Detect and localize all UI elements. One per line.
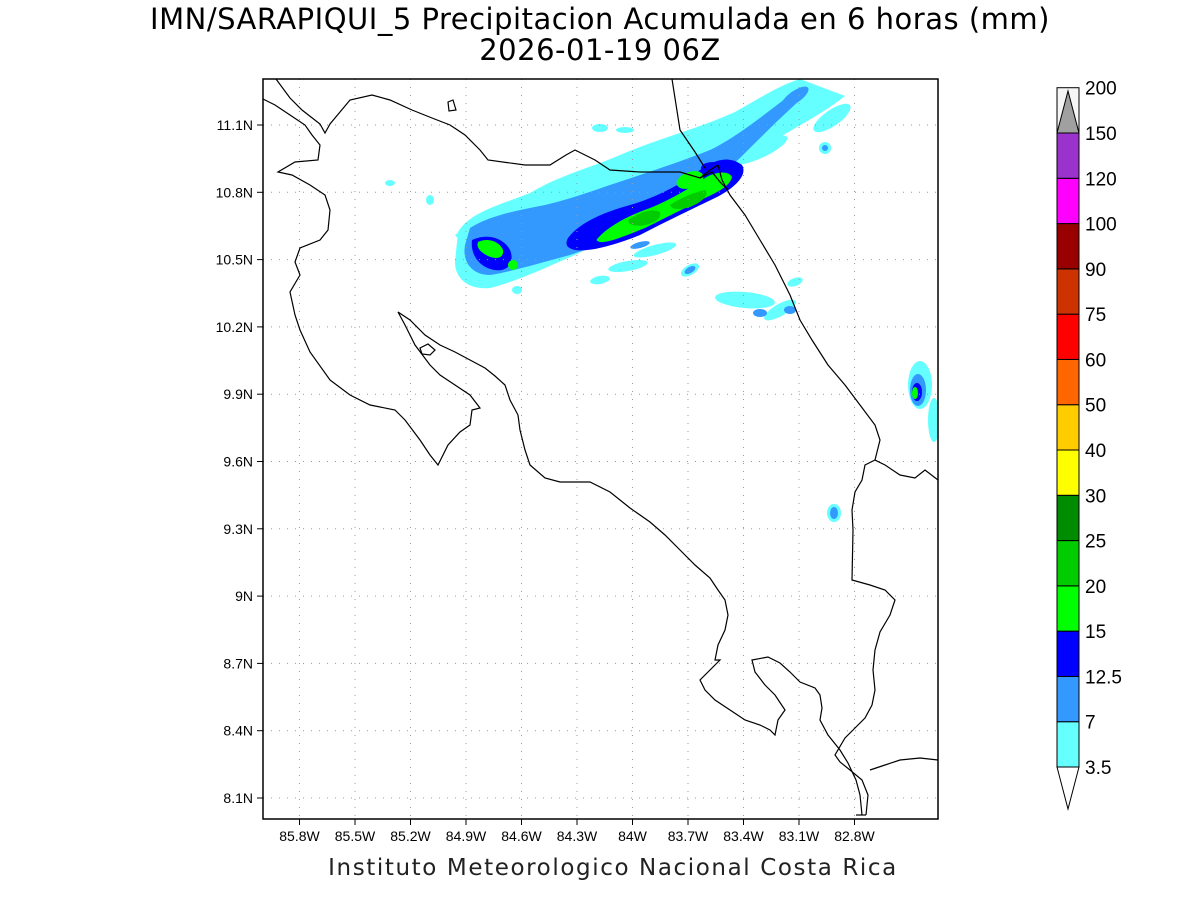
precipitation-field	[385, 79, 938, 522]
colorbar-label: 60	[1085, 350, 1106, 371]
map-frame	[262, 78, 939, 820]
colorbar-label: 100	[1085, 215, 1117, 236]
lat-tick-label: 9.6N	[223, 454, 253, 470]
colorbar-label: 200	[1085, 79, 1117, 100]
precip-level-3-5	[385, 79, 938, 522]
colorbar-label: 75	[1085, 305, 1106, 326]
colorbar-label: 7	[1085, 713, 1096, 734]
colorbar-label: 50	[1085, 396, 1106, 417]
colorbar-label: 30	[1085, 486, 1106, 507]
colorbar-label: 15	[1085, 622, 1106, 643]
longitude-axis: 85.8W 85.5W 85.2W 84.9W 84.6W 84.3W 84W 83.7W 83…	[279, 819, 876, 844]
lon-tick-label: 85.5W	[335, 828, 376, 844]
colorbar-label: 3.5	[1085, 758, 1111, 779]
colorbar-swatch	[1056, 675, 1080, 723]
colorbar-swatch	[1056, 132, 1080, 179]
colorbar-label: 12.5	[1085, 667, 1122, 688]
lon-tick-label: 84W	[618, 828, 648, 844]
colorbar-swatch	[1056, 223, 1080, 270]
lat-tick-label: 8.1N	[223, 790, 253, 806]
colorbar-label: 150	[1085, 124, 1117, 145]
colorbar-swatch	[1056, 540, 1080, 587]
map-title: IMN/SARAPIQUI_5 Precipitacion Acumulada …	[150, 2, 1050, 36]
lat-tick-label: 9.9N	[223, 386, 253, 402]
colorbar-swatch	[1056, 358, 1080, 406]
colorbar-swatch	[1056, 449, 1080, 496]
lat-tick-label: 8.7N	[223, 655, 253, 671]
map-grid	[263, 79, 938, 819]
lon-tick-label: 84.3W	[557, 828, 598, 844]
colorbar-label: 90	[1085, 260, 1106, 281]
colorbar-swatch	[1056, 404, 1080, 451]
lon-tick-label: 84.9W	[446, 828, 487, 844]
colorbar-lower-triangle	[1056, 766, 1080, 811]
lat-tick-label: 8.4N	[223, 723, 253, 739]
lon-tick-label: 83.7W	[668, 828, 709, 844]
lon-tick-label: 84.6W	[501, 828, 542, 844]
latitude-axis: 8.1N 8.4N 8.7N 9N 9.3N 9.6N 9.9N 10.2N 10.5N 10.8…	[216, 117, 263, 806]
precip-level-7	[464, 86, 926, 519]
lat-tick-label: 9.3N	[223, 521, 253, 537]
lon-tick-label: 85.8W	[279, 828, 320, 844]
colorbar-legend: 3.5 7 12.5 15 20 25 30 40 50 60 75 90 100 120 150 200	[1056, 79, 1122, 811]
coastline	[263, 79, 938, 816]
colorbar-swatch	[1056, 268, 1080, 315]
colorbar-swatch	[1056, 313, 1080, 360]
colorbar-swatch	[1056, 494, 1080, 542]
lon-tick-label: 83.1W	[779, 828, 820, 844]
lon-tick-label: 83.4W	[723, 828, 764, 844]
precip-level-15	[477, 171, 918, 399]
lat-tick-label: 11.1N	[217, 117, 253, 133]
colorbar-swatch	[1056, 630, 1080, 677]
credit-text: Instituto Meteorologico Nacional Costa R…	[328, 855, 898, 881]
lon-tick-label: 85.2W	[390, 828, 431, 844]
colorbar-label: 25	[1085, 532, 1106, 553]
colorbar-label: 120	[1085, 169, 1117, 190]
lat-tick-label: 9N	[235, 588, 253, 604]
colorbar-swatch	[1056, 585, 1080, 632]
colorbar-label: 20	[1085, 577, 1106, 598]
colorbar-label: 40	[1085, 441, 1106, 462]
lat-tick-label: 10.5N	[216, 252, 253, 268]
colorbar-swatch	[1056, 177, 1080, 225]
map-date: 2026-01-19 06Z	[479, 33, 721, 67]
colorbar-upper-triangle	[1056, 89, 1080, 134]
lat-tick-label: 10.2N	[216, 319, 253, 335]
lon-tick-label: 82.8W	[834, 828, 875, 844]
lat-tick-label: 10.8N	[216, 184, 253, 200]
colorbar-swatch	[1056, 721, 1080, 768]
